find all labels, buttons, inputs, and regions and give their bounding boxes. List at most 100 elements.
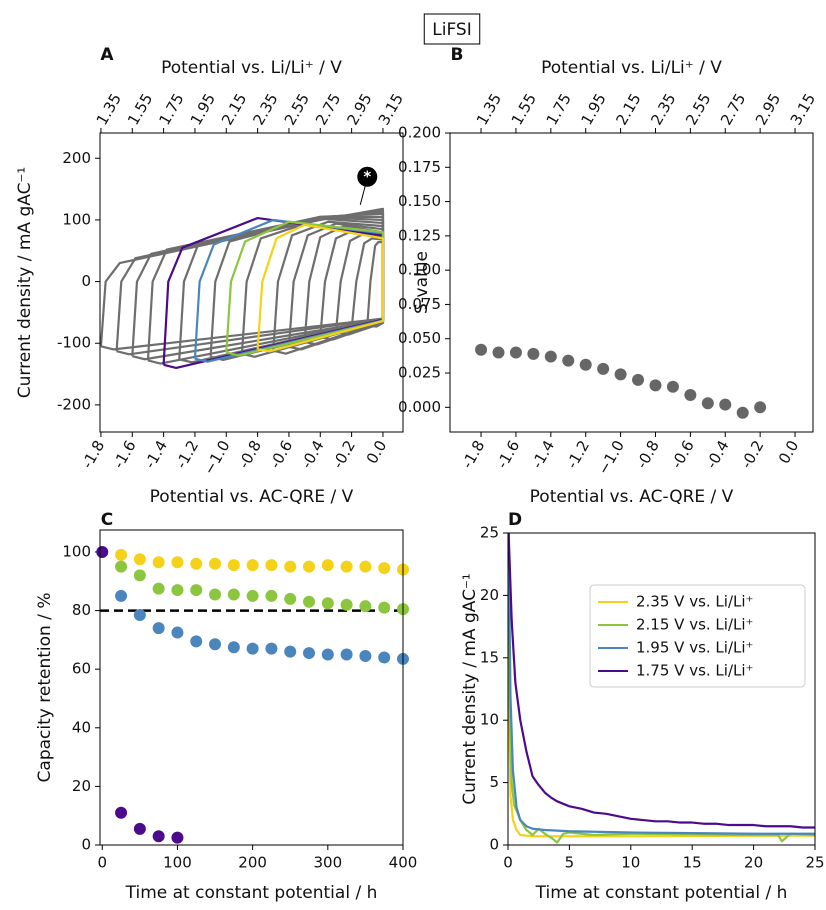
point: [340, 560, 353, 573]
series-line: [256, 223, 385, 353]
y-tick-label: 20: [480, 586, 499, 604]
point: [632, 373, 645, 386]
x2-tick-label: 1.75: [543, 90, 575, 128]
plot-frame: [507, 532, 816, 846]
point: [562, 354, 575, 367]
point: [152, 582, 165, 595]
legend-box: [589, 584, 806, 688]
point: [321, 648, 334, 661]
y-tick-label: 20: [72, 777, 91, 795]
x2-tick-label: 1.35: [93, 90, 125, 128]
point: [190, 635, 203, 648]
x2-tick-label: 2.55: [682, 90, 714, 128]
point: [666, 380, 679, 393]
y-tick-label: 60: [72, 660, 91, 678]
y-tick-label: 25: [480, 524, 499, 542]
panel-label: B: [451, 45, 464, 65]
y-tick-label: 0.000: [398, 398, 441, 416]
point: [246, 559, 259, 572]
x-tick-label: 10: [621, 854, 640, 872]
legend-label: 1.75 V vs. Li/Li⁺: [636, 662, 753, 680]
x2-tick-label: 2.95: [343, 90, 375, 128]
x2-tick-label: 2.75: [312, 90, 344, 128]
x-tick-label: 200: [238, 854, 267, 872]
y-tick-label: 0: [489, 836, 499, 854]
series-line: [350, 237, 385, 331]
x2-tick-label: 1.95: [577, 90, 609, 128]
x-tick-label: -1.8: [458, 437, 488, 471]
point: [190, 584, 203, 597]
point: [597, 362, 610, 375]
plot-frame: [99, 132, 404, 433]
x2-tick-label: 1.55: [508, 90, 540, 128]
point: [115, 806, 128, 819]
point: [321, 559, 334, 572]
panel: 0.000 0.025 0.050 0.075 0.100 0.125 0.150 0.175…: [398, 45, 819, 507]
x-tick-label: 0: [503, 854, 513, 872]
x-tick-label: −1.0: [594, 437, 628, 478]
y-tick-label: 100: [62, 210, 91, 228]
series-line: [366, 241, 385, 328]
x2-tick-label: 1.75: [155, 90, 187, 128]
point: [359, 560, 372, 573]
x2-axis-label: Potential vs. Li/Li⁺ / V: [541, 58, 722, 78]
point: [171, 831, 184, 844]
x-tick-label: 20: [744, 854, 763, 872]
point: [133, 553, 146, 566]
y-axis-label: Capacity retention / %: [35, 593, 55, 783]
y-tick-label: 80: [72, 601, 91, 619]
x-axis-label: Time at constant potential / h: [125, 883, 378, 903]
x-tick-label: -1.2: [563, 437, 593, 471]
point: [475, 343, 488, 356]
point: [649, 379, 662, 392]
point: [614, 368, 627, 381]
point: [171, 626, 184, 639]
point: [227, 559, 240, 572]
point: [579, 358, 592, 371]
y-tick-label: 0.075: [398, 295, 441, 313]
panel-label: A: [100, 45, 114, 65]
point: [265, 642, 278, 655]
point: [284, 560, 297, 573]
y-axis-label: Current density / mA gAC⁻¹: [15, 167, 35, 399]
series-line: [508, 533, 815, 838]
x-axis-label: Time at constant potential / h: [535, 883, 788, 903]
point: [359, 600, 372, 613]
x-tick-label: -0.2: [737, 437, 767, 471]
y-tick-label: 0.175: [398, 158, 441, 176]
panel-label: C: [101, 510, 113, 530]
point: [321, 597, 334, 610]
point: [303, 647, 316, 660]
point: [684, 388, 697, 401]
y-tick-label: 0.125: [398, 226, 441, 244]
point: [719, 398, 732, 411]
x-tick-label: 25: [805, 854, 824, 872]
point: [265, 589, 278, 602]
point: [96, 545, 109, 558]
point: [152, 830, 165, 843]
point: [284, 645, 297, 658]
x2-tick-label: 2.35: [647, 90, 679, 128]
point: [115, 589, 128, 602]
y-axis-label: S-value: [412, 251, 432, 314]
x-tick-label: 300: [313, 854, 342, 872]
x-tick-label: 15: [683, 854, 702, 872]
x2-tick-label: 2.15: [218, 90, 250, 128]
y-tick-label: 100: [62, 542, 91, 560]
x-tick-label: -0.4: [297, 437, 327, 471]
x2-tick-label: 2.15: [612, 90, 644, 128]
x-tick-label: -0.6: [266, 437, 296, 471]
x-tick-label: 400: [389, 854, 418, 872]
y-tick-label: 200: [62, 149, 91, 167]
point: [378, 601, 391, 614]
point: [340, 598, 353, 611]
x2-tick-label: 2.35: [249, 90, 281, 128]
x-tick-label: -1.2: [172, 437, 202, 471]
x-tick-label: -0.4: [702, 437, 732, 471]
title-box: [423, 13, 481, 45]
point: [171, 584, 184, 597]
x2-tick-label: 3.15: [787, 90, 819, 128]
panel: 0 20 40 60 80 100 0 100 200 300 400 Time at constan…: [35, 510, 417, 903]
x-tick-label: -1.4: [528, 437, 558, 471]
